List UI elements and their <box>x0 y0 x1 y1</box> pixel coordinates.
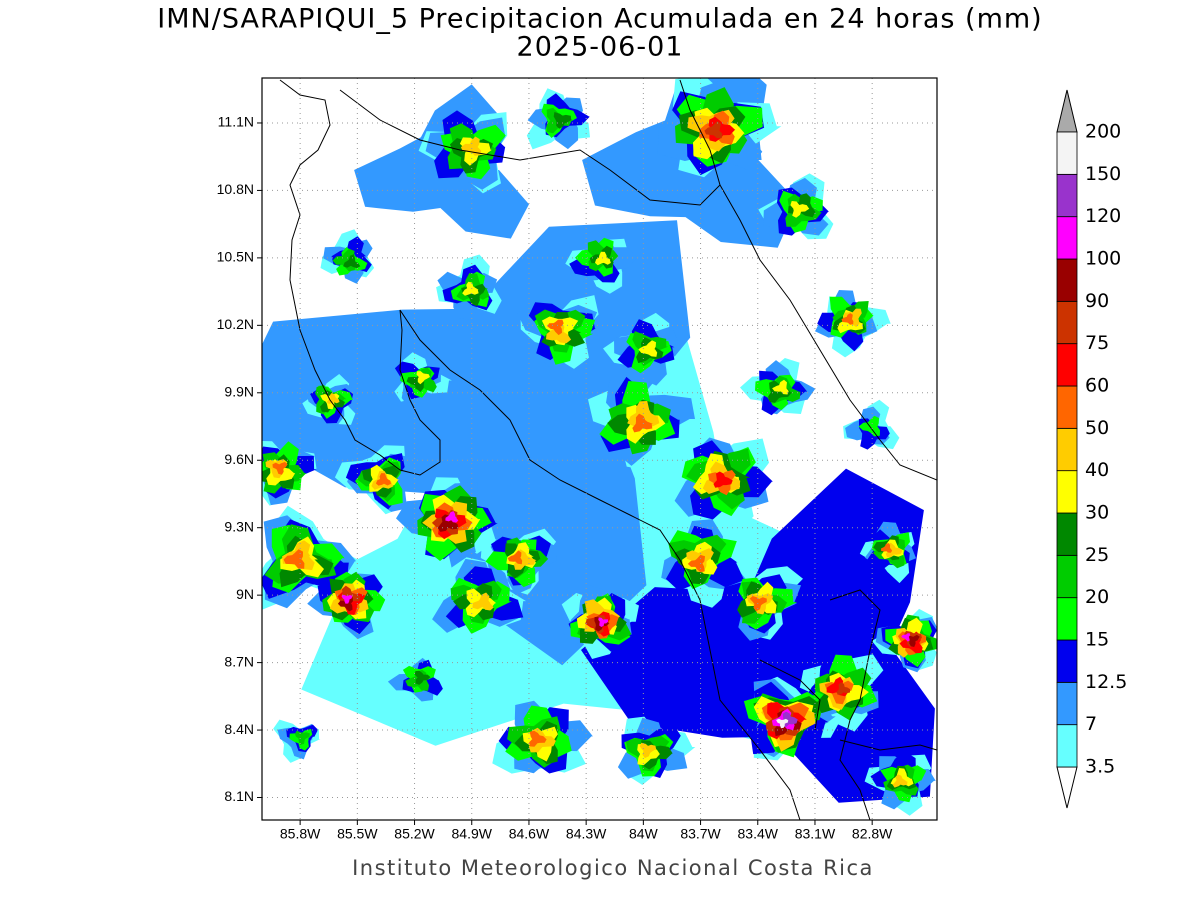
colorbar-label: 120 <box>1085 205 1121 227</box>
lon-tick-label: 84W <box>629 826 659 842</box>
lat-tick-label: 9.9N <box>224 383 254 399</box>
precip-area <box>881 543 893 553</box>
precip-area <box>639 742 657 759</box>
colorbar-label: 3.5 <box>1085 756 1115 778</box>
lat-tick-label: 9.3N <box>224 518 254 534</box>
lon-tick-label: 84.6W <box>509 826 550 842</box>
precip-area <box>836 682 851 695</box>
lon-tick-label: 83.7W <box>680 826 721 842</box>
colorbar-segment <box>1056 385 1078 429</box>
precip-area <box>294 730 310 745</box>
precip-area <box>462 281 479 296</box>
lat-tick-label: 10.2N <box>217 316 254 332</box>
colorbar-segment <box>1056 427 1078 472</box>
colorbar-label: 25 <box>1085 544 1109 566</box>
precip-area <box>905 634 920 647</box>
lat-tick-label: 8.1N <box>224 788 254 804</box>
colorbar-segment <box>1056 681 1078 726</box>
colorbar-label: 75 <box>1085 332 1109 354</box>
precip-area <box>790 201 810 218</box>
lon-tick-label: 83.1W <box>795 826 836 842</box>
precip-area <box>841 313 854 325</box>
lat-tick-label: 9.6N <box>224 451 254 467</box>
colorbar-segment <box>1056 512 1078 556</box>
precip-area <box>547 319 564 336</box>
colorbar-label: 150 <box>1085 163 1121 185</box>
precip-area <box>713 471 733 488</box>
colorbar-segment <box>1056 258 1078 302</box>
subtitle: 2025-06-01 <box>517 32 684 63</box>
colorbar-segment <box>1056 597 1078 641</box>
precip-area <box>343 254 361 269</box>
lon-tick-label: 84.9W <box>452 826 493 842</box>
colorbar-label: 7 <box>1085 713 1097 735</box>
colorbar-label: 100 <box>1085 248 1121 270</box>
precip-area <box>414 670 431 685</box>
precip-area <box>472 592 494 611</box>
precip-area <box>326 393 340 404</box>
lat-tick-label: 10.8N <box>217 181 254 197</box>
precip-area <box>341 594 353 604</box>
coastlines <box>279 79 937 820</box>
lat-tick-label: 9N <box>236 586 254 602</box>
precip-area <box>507 550 523 565</box>
colorbar-label: 50 <box>1085 417 1109 439</box>
title: IMN/SARAPIQUI_5 Precipitacion Acumulada … <box>157 4 1042 35</box>
precip-area <box>632 413 654 433</box>
lon-tick-label: 85.5W <box>337 826 378 842</box>
precip-area <box>843 308 862 328</box>
colorbar-label: 12.5 <box>1085 671 1127 693</box>
precip-area <box>638 340 658 357</box>
axes: 11.1N 10.8N 10.5N 10.2N 9.9N 9.6N 9.3N 9N 8.7N 8.… <box>217 78 937 842</box>
lat-tick-label: 8.7N <box>224 653 254 669</box>
precip-area <box>283 549 305 569</box>
colorbar-segment <box>1056 131 1078 175</box>
precip-area <box>704 121 723 139</box>
precip-area <box>598 617 609 627</box>
precip-area <box>529 730 547 747</box>
colorbar-segment <box>1056 724 1078 768</box>
lon-tick-label: 83.4W <box>738 826 779 842</box>
plot-frame <box>261 77 938 821</box>
colorbar-label: 200 <box>1085 121 1121 143</box>
lat-tick-label: 11.1N <box>218 114 254 130</box>
colorbar-segment <box>1056 300 1078 345</box>
precip-area <box>272 462 288 475</box>
colorbar: 3.5 7 12.5 15 20 25 30 40 50 60 75 90 100 120 150 200 <box>1056 89 1127 809</box>
precip-area <box>445 511 459 523</box>
precip-area <box>416 371 430 385</box>
colorbar-label: 90 <box>1085 290 1109 312</box>
precip-area <box>687 554 705 573</box>
colorbar-label: 30 <box>1085 502 1109 524</box>
precip-field <box>262 78 937 816</box>
lat-tick-label: 8.4N <box>224 721 254 737</box>
precip-area <box>772 379 789 395</box>
colorbar-label: 40 <box>1085 459 1109 481</box>
precip-area <box>901 633 911 642</box>
colorbar-segment <box>1056 470 1078 514</box>
precip-area <box>375 473 391 486</box>
colorbar-segment <box>1056 639 1078 683</box>
lon-tick-label: 85.2W <box>394 826 435 842</box>
lon-tick-label: 84.3W <box>566 826 607 842</box>
precip-area <box>553 112 572 129</box>
lon-tick-label: 85.8W <box>280 826 321 842</box>
lon-tick-label: 82.8W <box>852 826 893 842</box>
lat-tick-label: 10.5N <box>217 249 254 265</box>
colorbar-segment <box>1056 216 1078 260</box>
precip-area <box>892 774 908 788</box>
colorbar-segment <box>1056 173 1078 218</box>
colorbar-label: 15 <box>1085 629 1109 651</box>
colorbar-label: 60 <box>1085 375 1109 397</box>
precip-area <box>595 251 611 266</box>
precip-area <box>776 718 789 729</box>
footer: Instituto Meteorologico Nacional Costa R… <box>352 856 874 880</box>
colorbar-segment <box>1056 343 1078 387</box>
colorbar-segment <box>1056 554 1078 599</box>
colorbar-label: 20 <box>1085 586 1109 608</box>
